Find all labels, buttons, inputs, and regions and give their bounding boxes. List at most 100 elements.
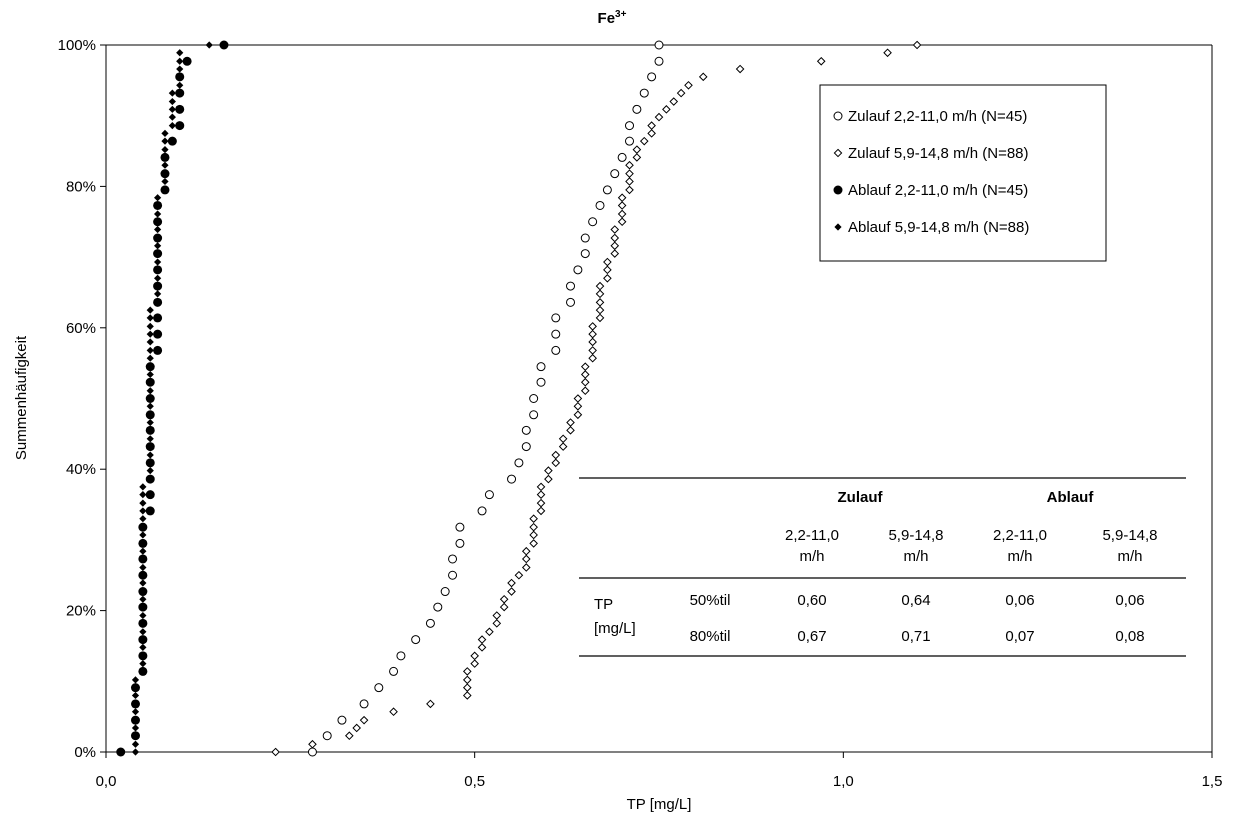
data-points xyxy=(116,40,922,757)
data-point xyxy=(139,603,147,611)
data-point xyxy=(146,418,154,427)
data-point xyxy=(139,652,147,660)
data-point xyxy=(588,217,598,227)
data-point xyxy=(588,337,597,347)
data-point xyxy=(182,56,192,66)
data-point xyxy=(684,80,693,90)
data-point xyxy=(595,305,605,315)
x-tick-label: 1,0 xyxy=(833,773,854,790)
data-point xyxy=(168,105,176,113)
data-point xyxy=(426,699,435,709)
data-point xyxy=(588,329,597,339)
data-point xyxy=(154,290,162,298)
table-subheader: 2,2-11,0 xyxy=(785,527,839,544)
table-subheader: 5,9-14,8 xyxy=(1102,527,1157,544)
data-point xyxy=(499,594,509,604)
table-subheader: 2,2-11,0 xyxy=(993,527,1047,544)
data-point xyxy=(168,89,176,97)
data-point xyxy=(131,684,140,692)
table-cell: 0,06 xyxy=(1115,592,1144,609)
y-tick-label: 100% xyxy=(58,37,96,54)
data-point xyxy=(139,539,147,548)
data-point xyxy=(131,676,140,684)
data-point xyxy=(477,635,487,644)
data-point xyxy=(131,708,140,716)
data-point xyxy=(625,121,635,131)
chart-title: Fe3+ xyxy=(598,9,627,27)
data-point xyxy=(647,129,656,138)
data-point xyxy=(175,104,185,114)
data-point xyxy=(595,298,605,307)
data-point xyxy=(816,56,826,66)
data-point xyxy=(470,659,479,668)
data-point xyxy=(617,193,627,203)
data-point xyxy=(139,547,147,555)
data-point xyxy=(529,410,539,420)
data-point xyxy=(116,747,126,757)
data-point xyxy=(139,523,147,531)
data-point xyxy=(462,667,472,676)
y-axis-label: Summenhäufigkeit xyxy=(13,335,30,460)
data-point xyxy=(610,249,620,258)
data-point xyxy=(154,266,162,274)
data-point xyxy=(580,370,590,379)
data-point xyxy=(470,651,479,661)
data-point xyxy=(389,707,398,717)
data-point xyxy=(603,265,612,275)
data-point xyxy=(146,363,154,371)
data-point xyxy=(153,313,163,323)
y-ticks: 0% 20% 40% 60% 80% 100% xyxy=(58,37,106,761)
legend-label: Zulauf 2,2-11,0 m/h (N=45) xyxy=(848,108,1027,125)
data-point xyxy=(146,451,154,459)
series-4 xyxy=(131,41,213,756)
data-point xyxy=(551,313,561,323)
data-point xyxy=(175,121,185,131)
data-point xyxy=(139,635,147,644)
data-point xyxy=(359,699,369,709)
data-point xyxy=(337,715,347,725)
table-row-group-label: TP [mg/L] xyxy=(594,596,636,637)
data-point xyxy=(595,200,605,210)
data-point xyxy=(529,539,538,548)
data-point xyxy=(602,185,612,195)
data-point xyxy=(131,724,140,732)
data-point xyxy=(536,490,546,499)
data-point xyxy=(536,506,546,516)
data-point xyxy=(558,434,568,444)
data-point xyxy=(647,121,656,130)
data-point xyxy=(153,345,163,355)
data-point xyxy=(308,739,317,749)
data-point xyxy=(462,691,472,700)
data-point xyxy=(161,161,169,169)
data-point xyxy=(632,104,642,114)
data-point xyxy=(307,747,317,757)
data-point xyxy=(146,394,154,403)
data-point xyxy=(161,153,169,162)
data-point xyxy=(131,740,140,748)
data-point xyxy=(588,322,597,331)
table-row-label: TP xyxy=(594,596,613,613)
table-cell: 0,64 xyxy=(901,592,930,609)
data-point xyxy=(176,73,184,81)
data-point xyxy=(514,570,524,580)
data-point xyxy=(154,274,162,282)
data-point xyxy=(154,242,162,250)
data-point xyxy=(374,683,384,693)
data-point xyxy=(139,643,147,651)
data-point xyxy=(647,72,657,82)
series-2 xyxy=(271,40,922,757)
data-point xyxy=(588,346,597,355)
series-1 xyxy=(307,40,664,757)
data-point xyxy=(521,563,531,572)
data-point xyxy=(139,660,147,668)
data-point xyxy=(573,410,583,420)
data-point xyxy=(573,401,583,411)
data-point xyxy=(669,97,679,106)
data-point xyxy=(146,338,154,346)
table-cell: 0,07 xyxy=(1005,628,1034,645)
data-point xyxy=(139,628,147,636)
data-point xyxy=(139,555,147,563)
data-point xyxy=(161,177,169,186)
legend-marker xyxy=(833,185,843,195)
data-point xyxy=(676,88,686,98)
